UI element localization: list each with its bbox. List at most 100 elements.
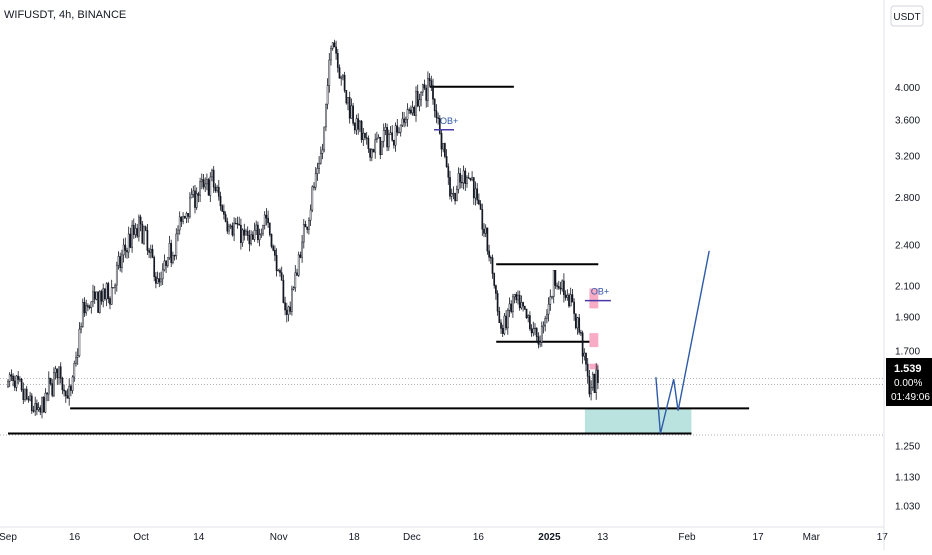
- candle-body: [32, 410, 35, 412]
- projection-layer: [655, 250, 710, 434]
- candle-body: [204, 183, 207, 188]
- candle-body: [455, 189, 458, 202]
- candle-body: [156, 278, 159, 284]
- candles-layer: [7, 39, 599, 419]
- candle-body: [583, 352, 586, 357]
- candle-body: [49, 377, 52, 384]
- candle-body: [450, 193, 453, 197]
- candle-body: [376, 137, 378, 140]
- candle-body: [352, 105, 354, 124]
- candle-body: [63, 389, 65, 392]
- time-tick-label: 18: [349, 532, 361, 543]
- candle-body: [37, 407, 40, 410]
- candle-body: [22, 389, 25, 400]
- levels-layer: [0, 85, 884, 436]
- candle-body: [500, 322, 502, 329]
- candle-body: [420, 91, 422, 101]
- candle-body: [80, 326, 82, 330]
- time-axis[interactable]: Sep 16 Oct 14 Nov 18 Dec 16 2025 13 Feb 17 Mar 17: [0, 532, 888, 543]
- candle-body: [335, 46, 337, 54]
- time-tick-label: Oct: [133, 532, 149, 543]
- candle-body: [382, 130, 385, 142]
- candle-body: [452, 192, 455, 195]
- candle-body: [155, 276, 157, 284]
- candle-body: [251, 234, 254, 240]
- candle-body: [309, 209, 312, 221]
- candle-body: [505, 315, 507, 329]
- time-tick-label: Feb: [678, 532, 696, 543]
- candle-body: [306, 226, 309, 230]
- candle-body: [364, 132, 366, 138]
- candle-body: [367, 138, 370, 149]
- candle-body: [134, 228, 137, 235]
- candle-body: [178, 216, 181, 231]
- candle-body: [241, 229, 244, 243]
- candle-body: [29, 395, 31, 401]
- candle-body: [268, 222, 271, 235]
- candle-body: [391, 132, 394, 141]
- candle-body: [189, 197, 191, 217]
- order-block-zone: [589, 288, 599, 309]
- candle-body: [437, 117, 439, 119]
- last-price-box-bg: [886, 358, 932, 406]
- time-tick-label: 14: [193, 532, 205, 543]
- candle-body: [559, 287, 562, 290]
- candle-body: [540, 326, 543, 343]
- candle-body: [593, 373, 596, 393]
- time-tick-label: Sep: [0, 532, 17, 543]
- candle-body: [13, 380, 16, 388]
- candle-body: [224, 214, 227, 222]
- candle-body: [359, 120, 361, 130]
- ob-label-upper: OB+: [440, 116, 458, 126]
- candle-body: [209, 176, 212, 196]
- candle-body: [457, 173, 460, 190]
- candle-body: [165, 260, 167, 266]
- candle-body: [416, 91, 419, 107]
- candle-body: [81, 302, 84, 327]
- candle-body: [464, 170, 467, 184]
- candle-body: [302, 224, 305, 243]
- candle-body: [212, 169, 215, 188]
- candle-body: [294, 272, 297, 288]
- candle-body: [520, 302, 523, 309]
- candle-body: [556, 285, 558, 287]
- candle-body: [459, 173, 462, 183]
- candle-body: [127, 233, 130, 253]
- price-axis[interactable]: 4.000 3.600 3.200 2.800 2.400 2.100 1.900 1.700…: [895, 83, 920, 513]
- candle-body: [76, 355, 79, 358]
- candle-body: [110, 287, 113, 305]
- candle-body: [362, 132, 365, 140]
- candle-body: [284, 302, 286, 311]
- time-tick-label: 17: [877, 532, 889, 543]
- candle-body: [355, 118, 358, 131]
- candle-body: [272, 246, 275, 251]
- time-tick-label: 16: [473, 532, 485, 543]
- candle-body: [129, 233, 132, 248]
- candle-body: [41, 397, 43, 413]
- candle-body: [586, 363, 589, 377]
- price-tick-label: 1.900: [895, 312, 920, 323]
- candle-body: [369, 148, 371, 158]
- candle-body: [314, 173, 317, 188]
- candle-body: [438, 117, 441, 134]
- time-tick-label: Nov: [270, 532, 288, 543]
- candle-body: [544, 318, 547, 326]
- last-price-countdown: 01:49:06: [891, 392, 930, 403]
- candle-body: [372, 149, 375, 153]
- candle-body: [421, 84, 424, 93]
- candle-body: [301, 241, 303, 258]
- candle-body: [138, 216, 140, 237]
- candle-body: [143, 226, 145, 244]
- candle-body: [591, 373, 594, 388]
- order-block-zone: [589, 363, 599, 370]
- candle-body: [258, 234, 261, 241]
- symbol-title: WIFUSDT, 4h, BINANCE: [4, 9, 126, 21]
- candle-body: [469, 177, 472, 180]
- candle-body: [39, 407, 42, 413]
- candle-body: [71, 376, 74, 391]
- currency-badge[interactable]: USDT: [890, 5, 924, 27]
- candle-body: [282, 280, 285, 303]
- candle-body: [442, 143, 445, 150]
